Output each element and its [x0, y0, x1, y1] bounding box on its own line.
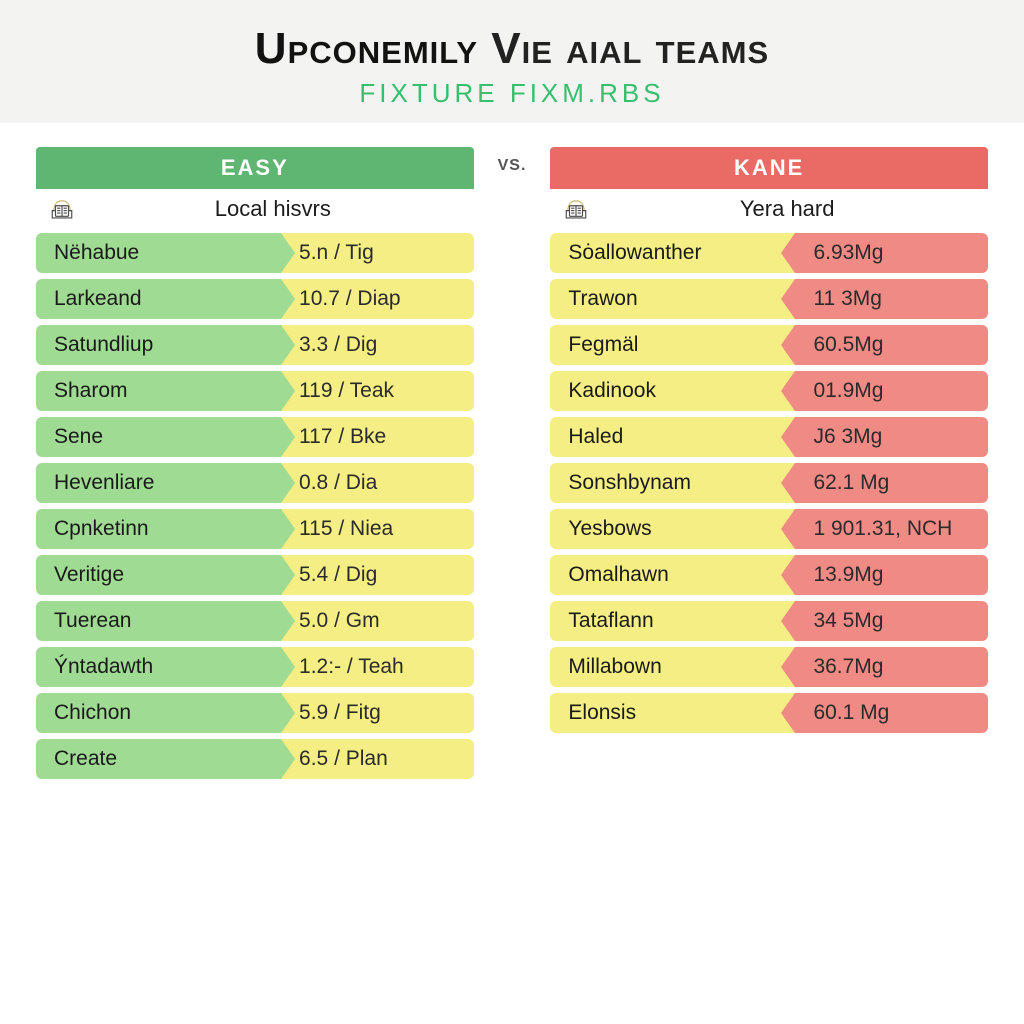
row-value: J6 3Mg — [795, 417, 988, 457]
table-row: Sene117 / Bke — [36, 417, 474, 457]
row-name: Fegmäl — [550, 325, 795, 365]
sublabel-kane: Yera hard — [594, 196, 980, 222]
table-row: Millabown36.7Mg — [550, 647, 988, 687]
row-name: Yesbows — [550, 509, 795, 549]
row-name: Trawon — [550, 279, 795, 319]
row-name: Sonshbynam — [550, 463, 795, 503]
row-name: Millabown — [550, 647, 795, 687]
row-value: 1.2:- / Teah — [281, 647, 474, 687]
column-kane: KANE Yera hard Sȯallowanther6.93MgTrawon… — [550, 147, 988, 779]
table-row: Trawon11 3Mg — [550, 279, 988, 319]
row-value: 5.9 / Fitg — [281, 693, 474, 733]
row-value: 10.7 / Diap — [281, 279, 474, 319]
row-value: 0.8 / Dia — [281, 463, 474, 503]
table-row: Veritige5.4 / Dig — [36, 555, 474, 595]
column-header-easy: EASY — [36, 147, 474, 189]
row-name: Kadinook — [550, 371, 795, 411]
header-band: Upconemily Vie aial teams FIXTURE FIXM.R… — [0, 0, 1024, 123]
row-name: Tataflann — [550, 601, 795, 641]
sublabel-row-kane: Yera hard — [550, 189, 988, 233]
table-row: Omalhawn13.9Mg — [550, 555, 988, 595]
book-badge-icon — [558, 195, 594, 223]
row-name: Nëhabue — [36, 233, 281, 273]
row-name: Larkeand — [36, 279, 281, 319]
row-name: Cpnketinn — [36, 509, 281, 549]
title-part-1: Upconemily — [255, 24, 478, 73]
sublabel-row-easy: Local hisvrs — [36, 189, 474, 233]
page: Upconemily Vie aial teams FIXTURE FIXM.R… — [0, 0, 1024, 1024]
table-row: Larkeand10.7 / Diap — [36, 279, 474, 319]
row-value: 60.5Mg — [795, 325, 988, 365]
row-value: 1 901.31, NCH — [795, 509, 988, 549]
table-row: Kadinook01.9Mg — [550, 371, 988, 411]
column-easy: EASY Local hisvrs Nëhabue5.n / TigLarkea… — [36, 147, 474, 779]
table-row: Create6.5 / Plan — [36, 739, 474, 779]
table-row: Chichon5.9 / Fitg — [36, 693, 474, 733]
rows-easy: Nëhabue5.n / TigLarkeand10.7 / DiapSatun… — [36, 233, 474, 779]
row-value: 5.0 / Gm — [281, 601, 474, 641]
vs-label: VS. — [498, 157, 527, 175]
row-name: Sȯallowanther — [550, 233, 795, 273]
row-value: 6.5 / Plan — [281, 739, 474, 779]
row-name: Omalhawn — [550, 555, 795, 595]
table-row: Fegmäl60.5Mg — [550, 325, 988, 365]
page-title: Upconemily Vie aial teams — [0, 24, 1024, 74]
table-row: Hevenliare0.8 / Dia — [36, 463, 474, 503]
column-header-kane: KANE — [550, 147, 988, 189]
table-row: Sonshbynam62.1 Mg — [550, 463, 988, 503]
table-row: Elonsis60.1 Mg — [550, 693, 988, 733]
table-row: Nëhabue5.n / Tig — [36, 233, 474, 273]
row-value: 62.1 Mg — [795, 463, 988, 503]
table-row: Sȯallowanther6.93Mg — [550, 233, 988, 273]
row-name: Hevenliare — [36, 463, 281, 503]
book-badge-icon — [44, 195, 80, 223]
table-row: Yesbows1 901.31, NCH — [550, 509, 988, 549]
row-value: 119 / Teak — [281, 371, 474, 411]
row-value: 115 / Niea — [281, 509, 474, 549]
row-value: 5.4 / Dig — [281, 555, 474, 595]
page-subtitle: FIXTURE FIXM.RBS — [0, 78, 1024, 109]
row-value: 13.9Mg — [795, 555, 988, 595]
row-name: Veritige — [36, 555, 281, 595]
row-name: Sene — [36, 417, 281, 457]
row-name: Tuerean — [36, 601, 281, 641]
row-value: 117 / Bke — [281, 417, 474, 457]
row-name: Sharom — [36, 371, 281, 411]
row-name: Ýntadawth — [36, 647, 281, 687]
row-value: 11 3Mg — [795, 279, 988, 319]
row-name: Satundliup — [36, 325, 281, 365]
table-row: Sharom119 / Teak — [36, 371, 474, 411]
rows-kane: Sȯallowanther6.93MgTrawon11 3MgFegmäl60.… — [550, 233, 988, 733]
row-value: 6.93Mg — [795, 233, 988, 273]
row-value: 36.7Mg — [795, 647, 988, 687]
title-part-2: Vie aial teams — [491, 24, 769, 73]
row-value: 60.1 Mg — [795, 693, 988, 733]
row-name: Create — [36, 739, 281, 779]
row-value: 34 5Mg — [795, 601, 988, 641]
table-row: Tataflann34 5Mg — [550, 601, 988, 641]
table-row: Satundliup3.3 / Dig — [36, 325, 474, 365]
sublabel-easy: Local hisvrs — [80, 196, 466, 222]
columns: EASY Local hisvrs Nëhabue5.n / TigLarkea… — [0, 123, 1024, 779]
row-name: Elonsis — [550, 693, 795, 733]
row-value: 01.9Mg — [795, 371, 988, 411]
table-row: Ýntadawth1.2:- / Teah — [36, 647, 474, 687]
table-row: Cpnketinn115 / Niea — [36, 509, 474, 549]
row-name: Chichon — [36, 693, 281, 733]
row-value: 3.3 / Dig — [281, 325, 474, 365]
row-name: Haled — [550, 417, 795, 457]
table-row: HaledJ6 3Mg — [550, 417, 988, 457]
table-row: Tuerean5.0 / Gm — [36, 601, 474, 641]
row-value: 5.n / Tig — [281, 233, 474, 273]
